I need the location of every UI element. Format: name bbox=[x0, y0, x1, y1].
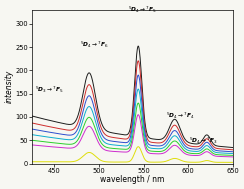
Y-axis label: intensity: intensity bbox=[5, 70, 14, 103]
Text: $^5$D$_4$$\rightarrow$$^7$F$_6$: $^5$D$_4$$\rightarrow$$^7$F$_6$ bbox=[80, 40, 109, 50]
Text: $^5$D$_4$$\rightarrow$$^7$F$_3$: $^5$D$_4$$\rightarrow$$^7$F$_3$ bbox=[189, 136, 218, 146]
X-axis label: wavelength / nm: wavelength / nm bbox=[100, 175, 165, 184]
Text: $^5$D$_4$$\rightarrow$$^7$F$_5$: $^5$D$_4$$\rightarrow$$^7$F$_5$ bbox=[128, 5, 157, 15]
Text: $^5$D$_3$$\rightarrow$$^7$F$_5$: $^5$D$_3$$\rightarrow$$^7$F$_5$ bbox=[35, 84, 64, 95]
Text: $^5$D$_4$$\rightarrow$$^7$F$_4$: $^5$D$_4$$\rightarrow$$^7$F$_4$ bbox=[166, 111, 195, 121]
